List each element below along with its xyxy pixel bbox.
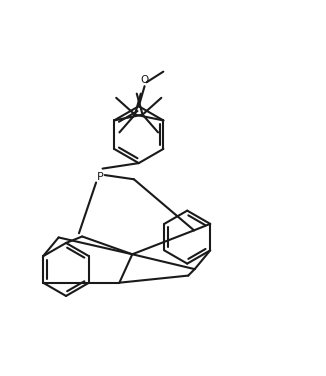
Text: O: O: [141, 75, 149, 85]
Text: P: P: [96, 172, 103, 182]
